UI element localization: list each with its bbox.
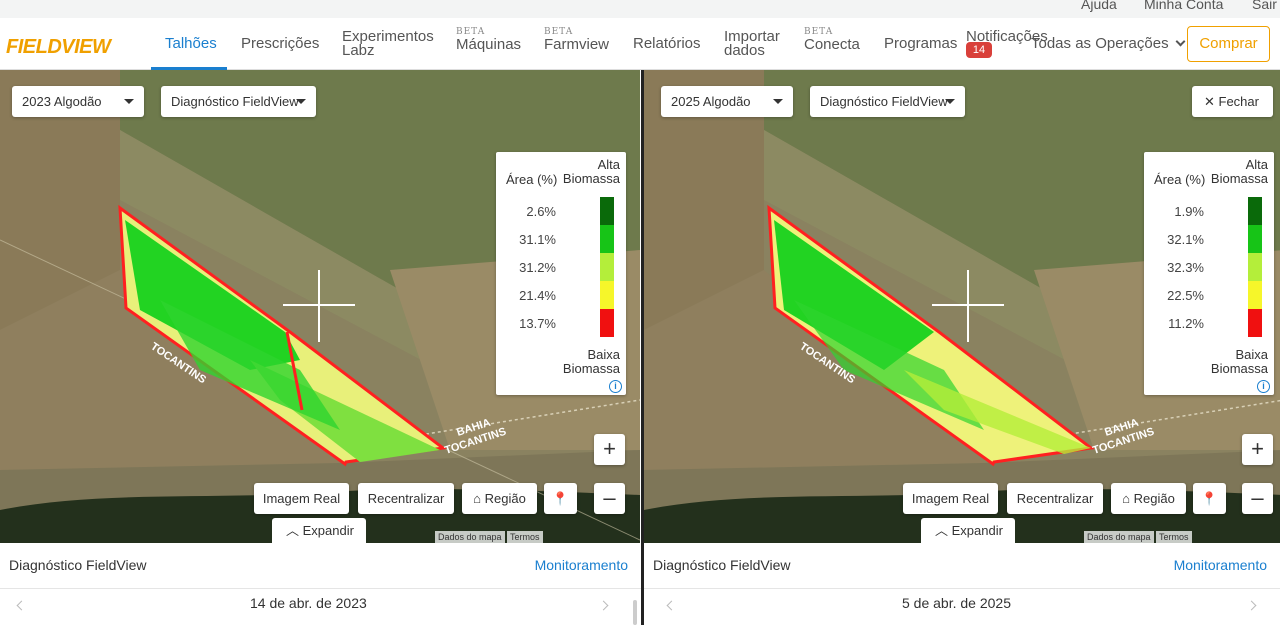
legend-swatch: [1248, 309, 1262, 337]
map-pin-icon: 📍: [1201, 491, 1218, 506]
zoom-out-button[interactable]: –: [1242, 483, 1273, 514]
utility-bar: Ajuda Minha Conta Sair: [0, 0, 1280, 18]
legend-pct: 2.6%: [526, 204, 556, 219]
logout-link[interactable]: Sair: [1252, 0, 1277, 12]
beta-badge: BETA: [456, 27, 486, 37]
zoom-in-button[interactable]: +: [594, 434, 625, 465]
map-terms-link[interactable]: Termos: [507, 531, 543, 543]
legend-pct: 1.9%: [1174, 204, 1204, 219]
layer-title: Diagnóstico FieldView: [653, 557, 791, 573]
date-label: 14 de abr. de 2023: [250, 595, 367, 611]
legend-swatch: [600, 253, 614, 281]
operations-dropdown[interactable]: Todas as Operações: [1031, 36, 1186, 51]
layer-dropdown[interactable]: Diagnóstico FieldView: [810, 86, 965, 117]
map-panel-left[interactable]: TOCANTINS BAHIA TOCANTINS 2023 Algodão D…: [0, 70, 640, 543]
layer-dropdown[interactable]: Diagnóstico FieldView: [161, 86, 316, 117]
date-nav-right: 5 de abr. de 2025: [644, 589, 1280, 625]
legend-swatch: [1248, 197, 1262, 225]
panel-divider[interactable]: [641, 70, 644, 625]
legend-pct: 21.4%: [519, 288, 556, 303]
notification-count-badge: 14: [966, 42, 992, 58]
beta-badge: BETA: [544, 27, 574, 37]
map-pin-icon: 📍: [552, 491, 569, 506]
prev-date-icon[interactable]: [666, 600, 677, 611]
season-dropdown[interactable]: 2025 Algodão: [661, 86, 793, 117]
next-date-icon[interactable]: [598, 600, 609, 611]
main-nav: FIELDVIEW Talhões Prescrições Experiment…: [0, 18, 1280, 70]
recenter-button[interactable]: Recentralizar: [1007, 483, 1103, 514]
tab-relatorios[interactable]: Relatórios: [633, 35, 701, 52]
prev-date-icon[interactable]: [16, 600, 27, 611]
biomass-legend: Área (%) Alta Biomassa 1.9% 32.1% 32.3% …: [1144, 152, 1274, 395]
legend-swatch: [600, 309, 614, 337]
caret-down-icon: [945, 99, 955, 104]
active-tab-indicator: [151, 67, 227, 70]
info-icon[interactable]: i: [1257, 380, 1270, 393]
legend-pct: 31.1%: [519, 232, 556, 247]
legend-pct: 11.2%: [1168, 316, 1204, 331]
legend-pct: 31.2%: [519, 260, 556, 275]
caret-down-icon: [773, 99, 783, 104]
tab-prescricoes[interactable]: Prescrições: [241, 35, 320, 52]
legend-pct: 32.3%: [1167, 260, 1204, 275]
map-terms-link[interactable]: Termos: [1156, 531, 1192, 543]
layer-title: Diagnóstico FieldView: [9, 557, 147, 573]
pin-button[interactable]: 📍: [1193, 483, 1226, 514]
legend-swatch: [1248, 253, 1262, 281]
info-icon[interactable]: i: [609, 380, 622, 393]
next-date-icon[interactable]: [1246, 600, 1257, 611]
help-link[interactable]: Ajuda: [1081, 0, 1117, 12]
map-data-attribution[interactable]: Dados do mapa: [1084, 531, 1154, 543]
legend-pct: 32.1%: [1167, 232, 1204, 247]
expand-button[interactable]: ︿ Expandir: [272, 518, 366, 543]
biomass-legend: Área (%) Alta Biomassa 2.6% 31.1% 31.2% …: [496, 152, 626, 395]
home-icon: ⌂: [1122, 491, 1134, 506]
info-bar-left: Diagnóstico FieldView Monitoramento: [0, 543, 641, 589]
map-panel-right[interactable]: TOCANTINS BAHIA TOCANTINS 2025 Algodão D…: [644, 70, 1280, 543]
legend-swatch: [600, 225, 614, 253]
account-link[interactable]: Minha Conta: [1144, 0, 1224, 12]
buy-button[interactable]: Comprar: [1187, 26, 1270, 62]
legend-swatch: [1248, 281, 1262, 309]
zoom-in-button[interactable]: +: [1242, 434, 1273, 465]
tab-notificacoes[interactable]: Notificações: [966, 28, 1048, 45]
region-button[interactable]: ⌂ Região: [1111, 483, 1186, 514]
region-button[interactable]: ⌂ Região: [462, 483, 537, 514]
legend-swatch: [1248, 225, 1262, 253]
real-image-button[interactable]: Imagem Real: [254, 483, 349, 514]
caret-down-icon: [124, 99, 134, 104]
date-label: 5 de abr. de 2025: [902, 595, 1011, 611]
beta-badge: BETA: [804, 27, 834, 37]
legend-swatch: [600, 197, 614, 225]
satellite-map[interactable]: TOCANTINS BAHIA TOCANTINS: [644, 70, 1280, 543]
recenter-button[interactable]: Recentralizar: [358, 483, 454, 514]
season-dropdown[interactable]: 2023 Algodão: [12, 86, 144, 117]
close-button[interactable]: ✕ Fechar: [1192, 86, 1273, 117]
date-nav-left: 14 de abr. de 2023: [0, 589, 641, 625]
monitoring-link[interactable]: Monitoramento: [534, 557, 628, 573]
zoom-out-button[interactable]: –: [594, 483, 625, 514]
home-icon: ⌂: [473, 491, 485, 506]
fieldview-logo[interactable]: FIELDVIEW: [6, 36, 111, 58]
legend-swatch: [600, 281, 614, 309]
legend-pct: 13.7%: [519, 316, 556, 331]
close-icon: ✕: [1204, 94, 1219, 109]
caret-down-icon: [296, 99, 306, 104]
expand-button[interactable]: ︿ Expandir: [921, 518, 1015, 543]
chevron-down-icon: [1175, 36, 1186, 47]
pin-button[interactable]: 📍: [544, 483, 577, 514]
map-data-attribution[interactable]: Dados do mapa: [435, 531, 505, 543]
scrollbar[interactable]: [633, 600, 637, 625]
chevron-up-icon: ︿: [935, 523, 952, 538]
tab-talhoes[interactable]: Talhões: [165, 35, 217, 52]
monitoring-link[interactable]: Monitoramento: [1173, 557, 1267, 573]
tab-programas[interactable]: Programas: [884, 35, 958, 52]
real-image-button[interactable]: Imagem Real: [903, 483, 998, 514]
info-bar-right: Diagnóstico FieldView Monitoramento: [644, 543, 1280, 589]
chevron-up-icon: ︿: [286, 523, 303, 538]
legend-pct: 22.5%: [1167, 288, 1204, 303]
